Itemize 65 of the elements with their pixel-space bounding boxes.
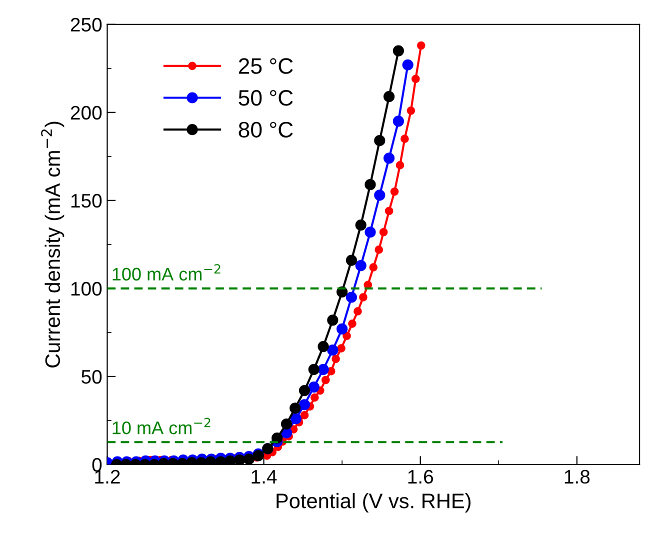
point — [402, 59, 414, 70]
x-tick-label: 1.8 — [564, 470, 590, 484]
point — [290, 402, 301, 414]
point — [298, 385, 310, 396]
point — [346, 292, 358, 303]
point — [406, 106, 416, 115]
point — [298, 399, 310, 410]
point — [342, 332, 351, 340]
x-tick-label: 1.4 — [252, 470, 277, 484]
point — [384, 206, 394, 216]
point — [308, 381, 320, 393]
x-axis-title: Potential (V vs. RHE) — [276, 493, 471, 512]
point — [300, 411, 309, 420]
point — [383, 91, 395, 102]
point — [310, 393, 319, 402]
point — [383, 152, 395, 164]
point — [318, 340, 329, 352]
point — [327, 344, 338, 356]
point — [290, 413, 302, 424]
point — [374, 190, 386, 201]
point — [272, 432, 283, 444]
y-tick-label: 50 — [82, 370, 102, 384]
point — [392, 45, 404, 56]
legend-label: 25 °C — [238, 58, 293, 74]
point — [355, 220, 366, 231]
point — [332, 354, 340, 364]
y-axis-title: Current density (mA cm$^{−2}$) — [41, 122, 64, 368]
y-tick-label: 250 — [70, 18, 102, 32]
point — [390, 187, 399, 196]
point — [369, 263, 378, 272]
annotation: 100 mA cm$^{−2}$ — [112, 264, 220, 281]
annotation: 10 mA cm$^{−2}$ — [112, 418, 210, 434]
point — [379, 228, 388, 236]
y-tick-label: 200 — [70, 106, 102, 120]
point — [411, 74, 420, 84]
point — [308, 364, 320, 375]
point — [224, 455, 236, 464]
point — [318, 364, 329, 375]
legend-label: 80 °C — [238, 122, 293, 138]
point — [416, 41, 426, 50]
point — [346, 254, 358, 266]
point — [374, 135, 386, 146]
point — [337, 344, 346, 352]
y-tick-label: 150 — [71, 194, 102, 208]
point — [364, 226, 376, 238]
point — [327, 314, 338, 326]
point — [348, 319, 356, 328]
x-tick-label: 1.6 — [408, 470, 434, 484]
legend-label: 50 °C — [238, 90, 293, 106]
point — [336, 323, 348, 334]
point — [321, 376, 330, 384]
point — [280, 418, 292, 430]
point — [359, 293, 368, 302]
point — [234, 454, 246, 464]
point — [355, 260, 366, 272]
x-tick-label: 1.2 — [95, 470, 120, 484]
point — [374, 246, 384, 254]
point — [396, 161, 404, 170]
y-tick-label: 100 — [71, 282, 102, 296]
point — [392, 116, 404, 127]
y-tick-label: 0 — [92, 458, 102, 472]
point — [243, 454, 254, 464]
point — [354, 307, 362, 316]
point — [400, 134, 409, 143]
point — [364, 179, 376, 190]
